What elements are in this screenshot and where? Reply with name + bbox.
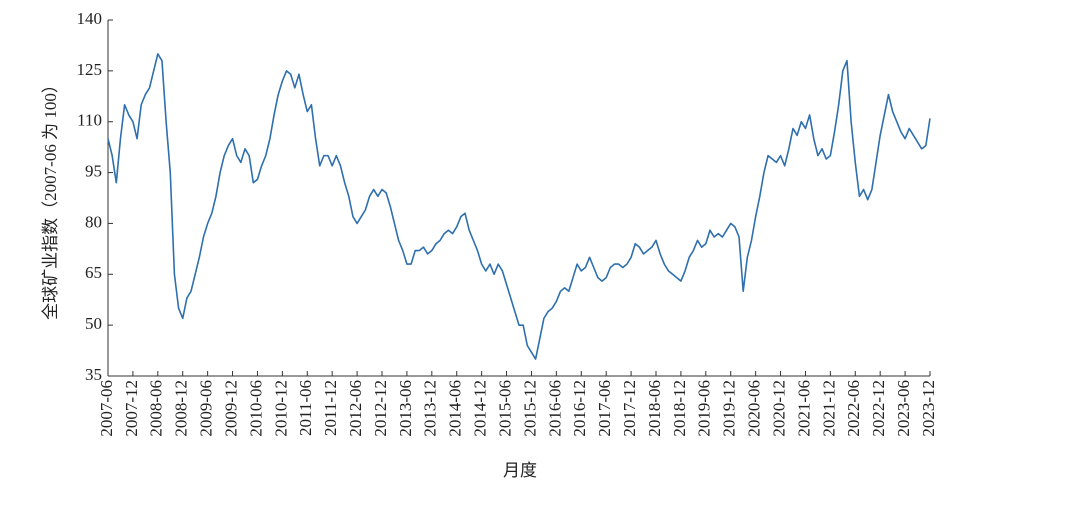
y-tick-label: 80 (85, 212, 102, 231)
x-tick-label: 2011-12 (321, 380, 340, 436)
x-tick-label: 2010-12 (271, 380, 290, 437)
x-tick-label: 2020-06 (745, 380, 764, 437)
x-tick-label: 2010-06 (246, 380, 265, 437)
x-tick-label: 2016-12 (570, 380, 589, 437)
x-tick-label: 2017-12 (620, 380, 639, 437)
x-tick-label: 2019-12 (720, 380, 739, 437)
x-tick-label: 2009-12 (221, 380, 240, 437)
y-tick-label: 125 (77, 60, 103, 79)
x-tick-label: 2021-06 (794, 380, 813, 437)
x-tick-label: 2015-12 (520, 380, 539, 437)
x-tick-label: 2017-06 (595, 380, 614, 437)
x-tick-label: 2020-12 (769, 380, 788, 437)
x-tick-label: 2009-06 (197, 380, 216, 437)
x-tick-label: 2012-06 (346, 380, 365, 437)
x-tick-label: 2014-12 (471, 380, 490, 437)
y-axis-label: 全球矿业指数（2007-06 为 100） (41, 76, 60, 320)
x-tick-label: 2023-06 (894, 380, 913, 437)
x-tick-label: 2022-06 (844, 380, 863, 437)
y-tick-label: 110 (77, 111, 102, 130)
x-tick-label: 2011-06 (296, 380, 315, 436)
x-tick-label: 2021-12 (819, 380, 838, 437)
x-tick-label: 2018-12 (670, 380, 689, 437)
x-tick-label: 2013-06 (396, 380, 415, 437)
x-tick-label: 2014-06 (446, 380, 465, 437)
x-tick-label: 2013-12 (421, 380, 440, 437)
x-tick-label: 2019-06 (695, 380, 714, 437)
x-tick-label: 2012-12 (371, 380, 390, 437)
y-tick-label: 140 (77, 9, 103, 28)
x-tick-label: 2007-12 (122, 380, 141, 437)
x-tick-label: 2023-12 (919, 380, 938, 437)
x-tick-label: 2018-06 (645, 380, 664, 437)
x-tick-label: 2015-06 (495, 380, 514, 437)
x-tick-label: 2008-12 (172, 380, 191, 437)
y-tick-label: 95 (85, 161, 102, 180)
y-tick-label: 50 (85, 314, 102, 333)
x-tick-label: 2008-06 (147, 380, 166, 437)
x-tick-label: 2016-06 (545, 380, 564, 437)
y-tick-label: 65 (85, 263, 102, 282)
x-tick-label: 2007-06 (97, 380, 116, 437)
data-line (107, 53, 931, 360)
x-axis-label: 月度 (503, 461, 537, 480)
y-tick-label: 35 (85, 365, 102, 384)
x-tick-label: 2022-12 (869, 380, 888, 437)
